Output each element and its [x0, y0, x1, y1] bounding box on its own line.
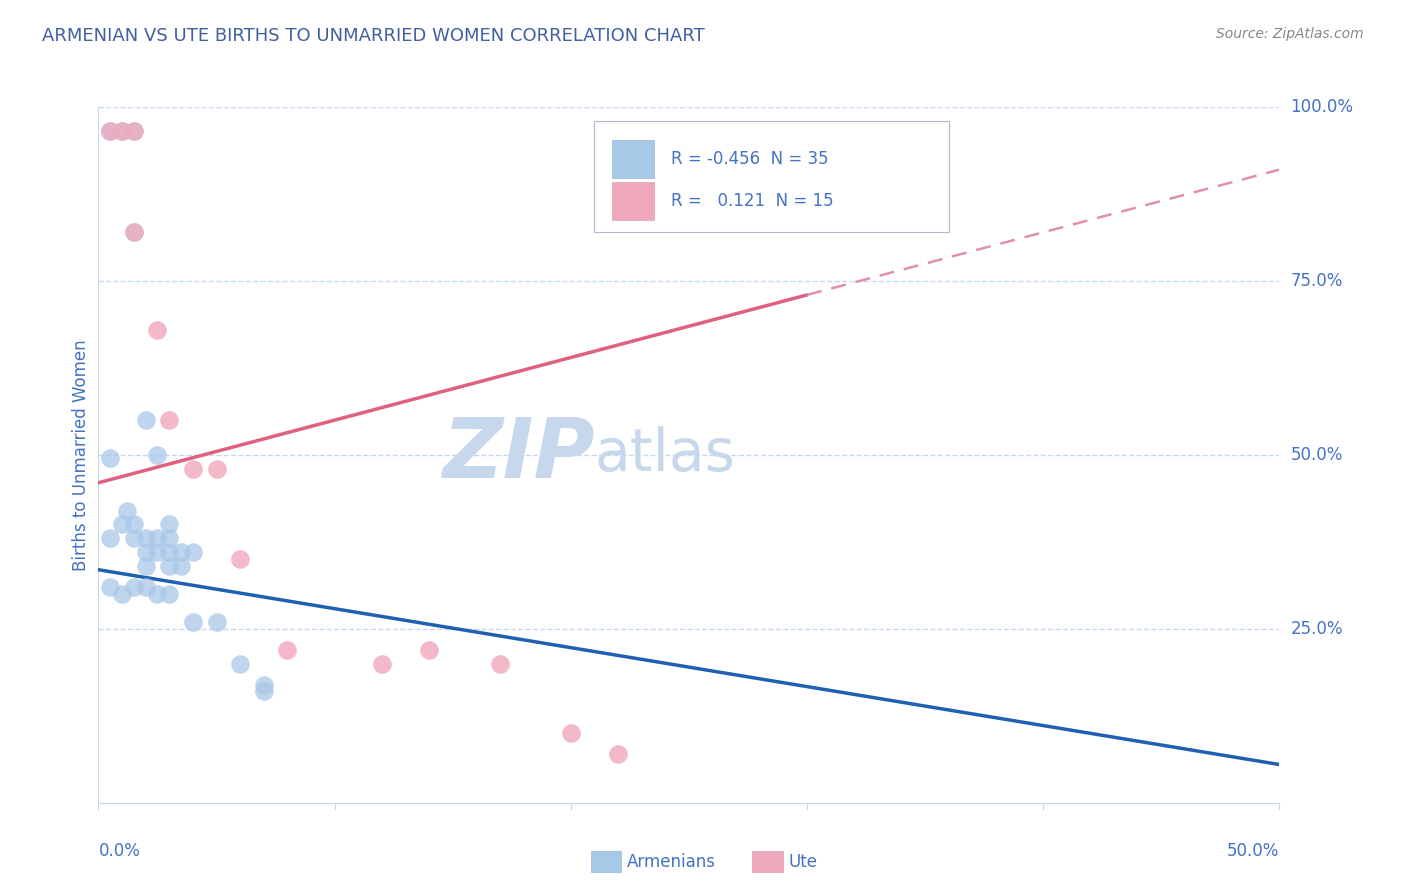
- Point: [135, 532, 157, 546]
- Point: [157, 517, 180, 532]
- Point: [229, 657, 252, 671]
- Text: 50.0%: 50.0%: [1291, 446, 1343, 464]
- Text: 75.0%: 75.0%: [1291, 272, 1343, 290]
- Text: 50.0%: 50.0%: [1227, 842, 1279, 860]
- Point: [181, 545, 204, 559]
- Y-axis label: Births to Unmarried Women: Births to Unmarried Women: [72, 339, 90, 571]
- Text: atlas: atlas: [595, 426, 735, 483]
- Text: R = -0.456  N = 35: R = -0.456 N = 35: [671, 150, 830, 169]
- Point: [122, 225, 145, 239]
- Point: [560, 726, 582, 740]
- Point: [276, 642, 298, 657]
- FancyBboxPatch shape: [612, 182, 654, 220]
- Point: [115, 503, 138, 517]
- Point: [135, 559, 157, 574]
- Point: [98, 451, 121, 466]
- Point: [489, 657, 512, 671]
- Text: ZIP: ZIP: [441, 415, 595, 495]
- Text: 25.0%: 25.0%: [1291, 620, 1343, 638]
- Point: [135, 545, 157, 559]
- Point: [181, 462, 204, 476]
- Point: [146, 323, 169, 337]
- Point: [98, 532, 121, 546]
- Point: [135, 580, 157, 594]
- Point: [146, 587, 169, 601]
- Point: [418, 642, 440, 657]
- Point: [205, 615, 228, 629]
- Text: Source: ZipAtlas.com: Source: ZipAtlas.com: [1216, 27, 1364, 41]
- Point: [146, 448, 169, 462]
- Text: Armenians: Armenians: [627, 853, 716, 871]
- Point: [98, 124, 121, 138]
- Point: [253, 684, 276, 698]
- Point: [146, 545, 169, 559]
- Point: [170, 559, 193, 574]
- Point: [122, 225, 145, 239]
- Point: [122, 580, 145, 594]
- FancyBboxPatch shape: [595, 121, 949, 232]
- Text: 0.0%: 0.0%: [98, 842, 141, 860]
- Text: R =   0.121  N = 15: R = 0.121 N = 15: [671, 192, 834, 210]
- Point: [157, 587, 180, 601]
- Text: ARMENIAN VS UTE BIRTHS TO UNMARRIED WOMEN CORRELATION CHART: ARMENIAN VS UTE BIRTHS TO UNMARRIED WOME…: [42, 27, 704, 45]
- Text: Ute: Ute: [789, 853, 818, 871]
- Point: [122, 517, 145, 532]
- Point: [371, 657, 394, 671]
- Point: [157, 559, 180, 574]
- FancyBboxPatch shape: [612, 140, 654, 178]
- Point: [229, 552, 252, 566]
- Point: [135, 413, 157, 427]
- Point: [111, 587, 134, 601]
- Point: [146, 532, 169, 546]
- Point: [253, 677, 276, 691]
- Point: [122, 124, 145, 138]
- Point: [607, 747, 630, 761]
- Point: [122, 124, 145, 138]
- Point: [157, 532, 180, 546]
- Text: 100.0%: 100.0%: [1291, 98, 1354, 116]
- Point: [157, 545, 180, 559]
- Point: [111, 124, 134, 138]
- Point: [98, 580, 121, 594]
- Point: [98, 124, 121, 138]
- Point: [111, 517, 134, 532]
- Point: [170, 545, 193, 559]
- Point: [111, 124, 134, 138]
- Point: [181, 615, 204, 629]
- Point: [122, 532, 145, 546]
- Point: [157, 413, 180, 427]
- Point: [205, 462, 228, 476]
